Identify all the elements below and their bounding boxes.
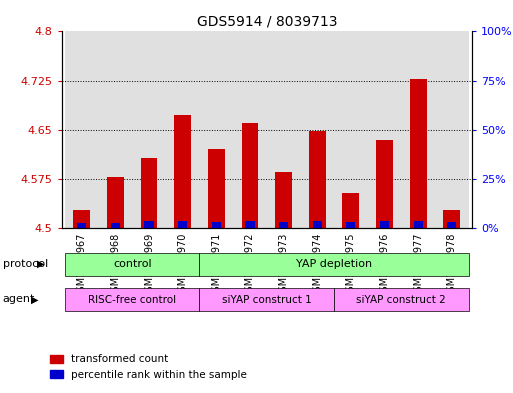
FancyBboxPatch shape [200, 253, 468, 276]
Bar [166, 31, 200, 228]
Bar [174, 115, 191, 228]
Bar [447, 222, 457, 228]
Bar [208, 149, 225, 228]
Bar [141, 158, 157, 228]
Bar [401, 31, 435, 228]
Bar [178, 221, 187, 228]
FancyBboxPatch shape [334, 288, 468, 311]
Bar [279, 222, 288, 228]
Bar [334, 31, 368, 228]
Bar [212, 222, 221, 228]
Bar [309, 131, 326, 228]
FancyBboxPatch shape [65, 288, 200, 311]
Bar [245, 221, 254, 228]
Bar [435, 31, 468, 228]
Bar [410, 79, 426, 228]
Bar [233, 31, 267, 228]
Text: siYAP construct 1: siYAP construct 1 [222, 295, 311, 305]
Bar [107, 177, 124, 228]
FancyBboxPatch shape [65, 253, 200, 276]
Bar [346, 222, 356, 228]
Bar [343, 193, 359, 228]
Text: ▶: ▶ [31, 294, 38, 305]
Bar [368, 31, 401, 228]
Legend: transformed count, percentile rank within the sample: transformed count, percentile rank withi… [46, 350, 251, 384]
Bar [111, 223, 120, 228]
Text: control: control [113, 259, 151, 269]
Bar [77, 223, 86, 228]
Bar [132, 31, 166, 228]
FancyBboxPatch shape [200, 288, 334, 311]
Bar [312, 221, 322, 228]
Bar [73, 210, 90, 228]
Bar [267, 31, 301, 228]
Bar [301, 31, 334, 228]
Text: protocol: protocol [3, 259, 48, 269]
Text: YAP depletion: YAP depletion [296, 259, 372, 269]
Bar [65, 31, 98, 228]
Text: RISC-free control: RISC-free control [88, 295, 176, 305]
Text: siYAP construct 2: siYAP construct 2 [357, 295, 446, 305]
Text: agent: agent [3, 294, 35, 305]
Bar [144, 221, 154, 228]
Bar [98, 31, 132, 228]
Bar [275, 172, 292, 228]
Bar [413, 221, 423, 228]
Text: ▶: ▶ [37, 259, 45, 269]
Bar [200, 31, 233, 228]
Title: GDS5914 / 8039713: GDS5914 / 8039713 [196, 15, 337, 29]
Bar [376, 140, 393, 228]
Bar [380, 221, 389, 228]
Bar [242, 123, 259, 228]
Bar [443, 210, 460, 228]
